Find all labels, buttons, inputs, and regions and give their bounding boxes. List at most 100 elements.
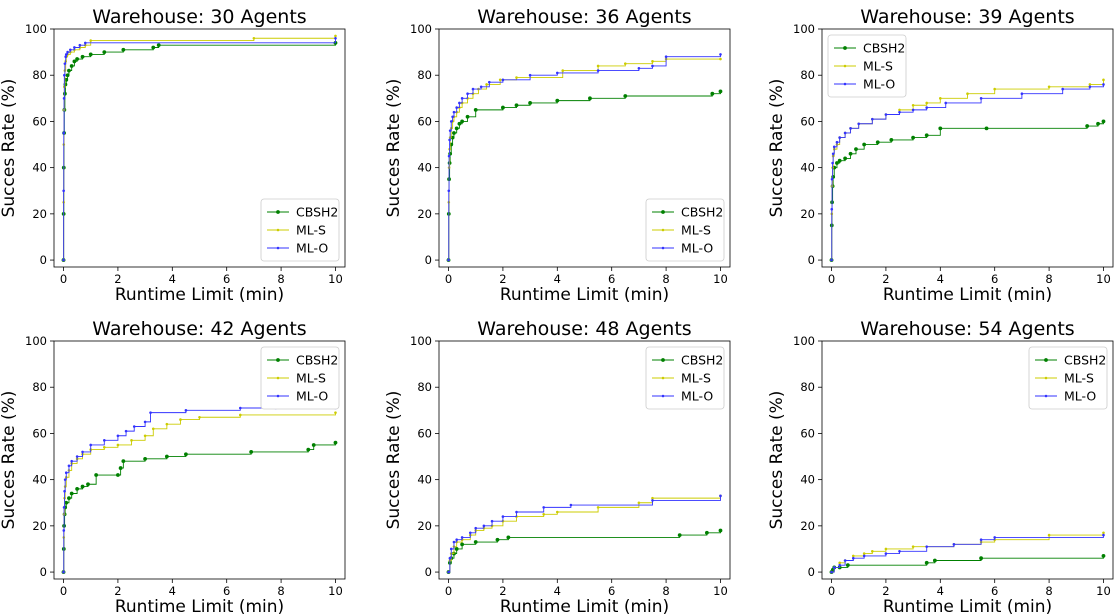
data-point — [62, 529, 66, 532]
data-point — [102, 50, 107, 55]
data-point — [78, 43, 82, 47]
data-point — [832, 566, 836, 569]
data-point — [911, 545, 915, 548]
data-point — [884, 547, 888, 551]
x-tick-label: 10 — [1096, 272, 1111, 286]
data-point — [64, 471, 68, 475]
data-point — [514, 103, 519, 108]
legend-marker — [276, 376, 280, 380]
data-point — [1088, 85, 1092, 89]
x-axis-label: Runtime Limit (min) — [500, 285, 669, 305]
data-point — [952, 543, 956, 546]
x-tick-label: 4 — [937, 584, 944, 598]
data-point — [651, 64, 654, 68]
data-point — [334, 411, 337, 414]
data-point — [334, 34, 337, 38]
data-point — [80, 54, 85, 59]
data-point — [637, 501, 641, 505]
data-point — [67, 68, 71, 73]
data-point — [460, 119, 465, 124]
data-point — [993, 87, 996, 91]
data-point — [455, 538, 458, 542]
y-tick-label: 20 — [32, 207, 47, 221]
data-point — [473, 107, 478, 112]
data-point — [830, 258, 833, 262]
data-point — [64, 500, 69, 505]
data-point — [63, 478, 67, 481]
data-point — [925, 101, 929, 105]
series-cbsh2 — [829, 119, 1106, 262]
data-point — [719, 57, 722, 61]
x-tick-label: 8 — [662, 272, 669, 286]
x-tick-label: 2 — [882, 272, 889, 286]
data-point — [596, 64, 600, 68]
x-tick-label: 10 — [713, 584, 728, 598]
y-tick-label: 80 — [32, 380, 47, 394]
legend-label: CBSH2 — [1064, 353, 1106, 368]
legend-label: ML-O — [681, 241, 713, 256]
y-tick-label: 0 — [425, 565, 432, 579]
data-point — [466, 92, 469, 95]
data-point — [843, 156, 848, 161]
data-point — [555, 98, 560, 103]
data-point — [447, 570, 450, 574]
legend-box — [260, 198, 340, 262]
data-point — [849, 127, 852, 130]
data-point — [862, 552, 866, 555]
data-point — [72, 59, 77, 64]
y-tick-label: 100 — [25, 22, 47, 36]
data-point — [116, 473, 120, 477]
data-point — [596, 506, 600, 509]
data-point — [871, 117, 874, 121]
series-line — [63, 442, 336, 573]
legend-marker — [661, 376, 665, 380]
chart-title: Warehouse: 36 Agents — [477, 6, 691, 28]
plot-frame — [438, 340, 731, 580]
data-point — [468, 531, 472, 535]
legend-box — [645, 346, 725, 410]
chart-title: Warehouse: 39 Agents — [860, 6, 1074, 28]
y-tick-label: 80 — [800, 380, 815, 394]
data-point — [884, 113, 888, 116]
data-point — [454, 126, 459, 131]
legend-label: ML-S — [681, 223, 711, 238]
legend-marker — [276, 246, 280, 250]
legend-box — [827, 34, 907, 98]
data-point — [515, 76, 518, 79]
data-point — [143, 434, 147, 438]
data-point — [447, 154, 451, 158]
data-point — [830, 570, 833, 574]
y-tick-label: 60 — [800, 426, 815, 440]
x-tick-label: 0 — [445, 584, 452, 598]
data-point — [857, 122, 861, 126]
y-tick-label: 0 — [808, 253, 815, 267]
data-point — [924, 133, 929, 138]
data-point — [63, 73, 66, 77]
data-point — [448, 138, 451, 142]
legend-box — [260, 346, 340, 410]
legend-marker — [1044, 394, 1048, 398]
data-point — [121, 47, 126, 52]
x-tick-label: 8 — [277, 584, 284, 598]
data-point — [454, 547, 459, 551]
data-point — [845, 563, 850, 568]
x-tick-label: 10 — [713, 272, 728, 286]
y-tick-label: 20 — [417, 519, 432, 533]
data-point — [75, 486, 80, 491]
data-point — [1102, 78, 1105, 82]
data-point — [179, 418, 182, 421]
data-point — [938, 126, 943, 131]
data-point — [871, 549, 874, 553]
legend-marker — [661, 210, 665, 214]
data-point — [542, 513, 546, 516]
data-point — [238, 406, 242, 410]
y-tick-label: 80 — [417, 68, 432, 82]
data-point — [103, 439, 106, 442]
y-tick-label: 40 — [32, 473, 47, 487]
data-point — [677, 533, 682, 537]
data-point — [452, 110, 456, 114]
legend-box — [645, 198, 725, 262]
y-tick-label: 40 — [417, 161, 432, 175]
data-point — [447, 189, 451, 193]
